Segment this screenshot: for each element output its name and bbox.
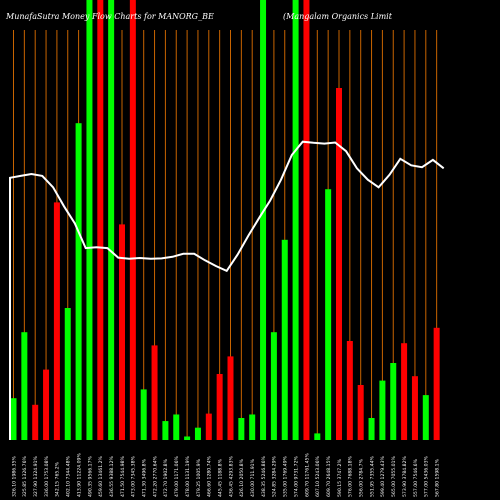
- x-tick-label: 609.70 11761.45%: [304, 453, 310, 497]
- x-tick-label: 577.00 5436.03%: [424, 455, 430, 497]
- money-flow-bar: [151, 345, 158, 440]
- x-tick-label: 479.00 1171.06%: [174, 455, 180, 497]
- x-tick-label: 567.80 1598.1%: [434, 458, 440, 497]
- money-flow-bar: [205, 413, 212, 440]
- money-flow-bar: [368, 418, 375, 440]
- money-flow-bar: [162, 421, 169, 440]
- x-tick-label: 413.90 11224.09%: [76, 453, 82, 497]
- x-tick-label: 327.90 1324.91%: [33, 455, 39, 497]
- x-tick-label: 565.00 7055.01%: [391, 455, 397, 497]
- x-tick-label: 472.20 2770.64%: [152, 455, 158, 497]
- x-tick-label: 590.15 3747.2%: [337, 458, 343, 497]
- x-tick-label: 471.50 7544.98%: [120, 455, 126, 497]
- money-flow-bar: [140, 389, 147, 440]
- money-flow-bar: [227, 356, 234, 440]
- x-tick-label: 599.40 1279.43%: [380, 455, 386, 497]
- x-tick-label: 436.45 4293.83%: [228, 455, 234, 497]
- x-tick-label: 478.00 1131.19%: [185, 455, 191, 497]
- x-tick-label: 436.55 9388.12%: [109, 455, 115, 497]
- x-tick-label: 524.85 3284.29%: [272, 455, 278, 497]
- money-flow-bar: [270, 332, 277, 440]
- money-flow-bar: [129, 0, 136, 440]
- x-tick-label: 402.10 7344.48%: [66, 455, 72, 497]
- x-tick-label: 479.25 1005.9%: [196, 458, 202, 497]
- x-tick-label: 576.00 7688.18%: [348, 455, 354, 497]
- x-tick-label: 342.15 765.2%: [55, 461, 61, 497]
- money-flow-bar: [32, 404, 39, 440]
- money-flow-bar: [314, 433, 321, 440]
- x-tick-label: 473.00 7345.38%: [131, 455, 137, 497]
- money-flow-bar: [433, 327, 440, 440]
- money-flow-bars: [10, 0, 440, 440]
- x-tick-label: 574.00 9731.72%: [293, 455, 299, 497]
- x-tick-label: 472.70 1902.8%: [163, 458, 169, 497]
- money-flow-bar: [379, 380, 386, 440]
- x-tick-label: 556.00 2784.7%: [359, 458, 365, 497]
- chart-title-left: MunafaSutra Money Flow Charts for MANORG…: [5, 12, 214, 21]
- x-tick-label: 535.00 1769.49%: [283, 455, 289, 497]
- money-flow-bar: [292, 0, 299, 440]
- money-flow-bar: [325, 189, 332, 440]
- money-flow-bar: [357, 385, 364, 440]
- x-tick-label: 607.10 5243.06%: [315, 455, 321, 497]
- x-tick-label: 471.30 3496.8%: [142, 458, 148, 497]
- x-tick-label: 466.60 1280.74%: [207, 455, 213, 497]
- x-tick-label: 326.10 1986.35%: [11, 455, 17, 497]
- x-tick-label: 459.60 13461.2%: [98, 455, 104, 497]
- money-flow-bar: [390, 363, 397, 440]
- money-flow-bar: [346, 341, 353, 440]
- money-flow-bar: [119, 224, 125, 440]
- money-flow-bar: [422, 395, 429, 440]
- money-flow-bar: [194, 427, 201, 440]
- money-flow-bar: [64, 308, 71, 440]
- x-tick-label: 609.70 2648.15%: [326, 455, 332, 497]
- money-flow-bar: [260, 0, 267, 440]
- money-flow-bar: [43, 369, 50, 440]
- price-line: [9, 140, 445, 440]
- x-axis-labels: 326.10 1986.35% 325.85 1326.76% 327.90 132…: [11, 453, 440, 497]
- x-tick-label: 325.85 1326.76%: [22, 455, 28, 497]
- money-flow-bar: [173, 414, 180, 440]
- money-flow-bar: [249, 414, 256, 440]
- x-tick-label: 430.00 711.91%: [250, 458, 256, 497]
- money-flow-bar: [108, 0, 115, 440]
- money-flow-bar: [336, 88, 342, 440]
- money-flow-bar: [97, 0, 104, 440]
- money-flow-bar: [281, 239, 288, 440]
- x-tick-label: 551.95 7355.44%: [369, 455, 375, 497]
- x-tick-label: 426.10 2050.8%: [239, 458, 245, 497]
- money-flow-bar: [238, 418, 245, 440]
- money-flow-bar: [10, 398, 17, 440]
- money-flow-bar: [86, 0, 93, 440]
- x-tick-label: 490.35 9566.17%: [87, 455, 93, 497]
- x-tick-label: 573.90 3784.82%: [402, 455, 408, 497]
- x-tick-label: 438.35 5246.86%: [261, 455, 267, 497]
- money-flow-bar: [184, 436, 191, 440]
- money-flow-bar: [216, 374, 223, 440]
- money-flow-bar: [75, 123, 82, 440]
- x-tick-label: 445.45 1188.8%: [217, 458, 223, 497]
- money-flow-bar: [21, 332, 28, 440]
- chart-title-right: (Mangalam Organics Limit: [283, 12, 393, 21]
- x-tick-label: 336.00 1753.08%: [44, 455, 50, 497]
- money-flow-bar: [401, 343, 408, 440]
- money-flow-bar: [411, 376, 418, 440]
- money-flow-bar: [303, 0, 310, 440]
- x-tick-label: 557.00 7546.6%: [413, 458, 419, 497]
- money-flow-bar: [53, 202, 60, 440]
